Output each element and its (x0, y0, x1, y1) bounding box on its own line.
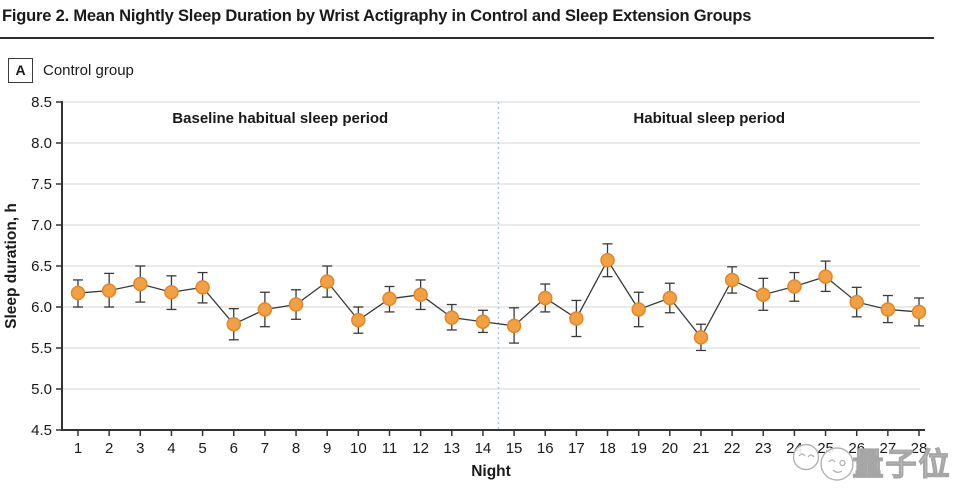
svg-text:27: 27 (880, 440, 897, 457)
watermark-logo: 量子位 (792, 443, 952, 483)
svg-text:7: 7 (261, 440, 269, 457)
y-axis-title: Sleep duration, h (3, 203, 20, 329)
data-point-night-24 (787, 279, 802, 294)
svg-text:7.0: 7.0 (31, 217, 52, 234)
svg-text:28: 28 (911, 440, 928, 457)
svg-text:11: 11 (382, 440, 398, 457)
svg-text:10: 10 (350, 440, 367, 457)
x-axis-title: Night (471, 463, 511, 480)
y-axis-ticks: 4.5 5.0 5.5 6.0 6.5 7.0 7.5 8.0 8.5 (31, 94, 62, 439)
watermark-text: 量子位 (853, 447, 952, 482)
svg-text:26: 26 (848, 440, 865, 457)
data-point-night-3 (133, 276, 148, 292)
panel-header: A Control group (8, 58, 134, 84)
data-point-night-11 (382, 291, 397, 307)
data-point-night-9 (319, 274, 335, 289)
svg-text:17: 17 (568, 440, 585, 457)
svg-text:4.5: 4.5 (31, 422, 52, 439)
data-point-night-16 (537, 290, 553, 306)
svg-text:3: 3 (136, 440, 144, 457)
figure-title: Figure 2. Mean Nightly Sleep Duration by… (2, 7, 752, 25)
data-point-night-5 (195, 280, 210, 295)
watermark-mascot-head-icon (820, 447, 854, 481)
svg-text:8: 8 (292, 440, 300, 457)
svg-text:6.0: 6.0 (31, 299, 52, 316)
data-point-night-14 (475, 314, 491, 330)
svg-text:14: 14 (475, 440, 492, 457)
data-point-night-1 (70, 285, 86, 301)
data-point-night-26 (849, 294, 864, 310)
data-point-night-6 (226, 316, 241, 332)
svg-text:15: 15 (506, 440, 523, 457)
svg-text:5.5: 5.5 (31, 340, 52, 357)
region-labels: Baseline habitual sleep period Habitual s… (172, 110, 785, 127)
svg-text:21: 21 (693, 440, 710, 457)
svg-text:7.5: 7.5 (31, 176, 52, 193)
data-point-night-10 (351, 312, 366, 328)
data-point-night-21 (693, 330, 709, 345)
data-point-night-13 (444, 310, 460, 325)
svg-text:4: 4 (167, 440, 175, 457)
svg-text:13: 13 (443, 440, 460, 457)
svg-text:19: 19 (630, 440, 647, 457)
data-point-night-22 (724, 272, 740, 288)
svg-text:5: 5 (198, 440, 206, 457)
svg-text:2: 2 (105, 440, 113, 457)
data-point-night-18 (600, 253, 615, 268)
svg-text:6.5: 6.5 (31, 258, 52, 275)
svg-text:8.5: 8.5 (31, 94, 52, 111)
svg-text:16: 16 (537, 440, 554, 457)
habitual-period-label: Habitual sleep period (633, 110, 785, 127)
baseline-period-label: Baseline habitual sleep period (172, 110, 388, 127)
data-point-night-7 (257, 302, 273, 317)
data-point-night-2 (101, 283, 117, 298)
data-point-night-17 (569, 311, 584, 326)
axis-titles: Night Sleep duration, h (3, 203, 511, 480)
svg-text:1: 1 (74, 440, 82, 457)
gridlines (62, 101, 920, 390)
svg-text:23: 23 (755, 440, 772, 457)
data-points (70, 253, 927, 345)
x-axis-ticks: 1 2 3 4 5 6 7 8 9 10 11 12 13 14 15 16 17 18 19 20 21 22 23 24 2… (74, 430, 928, 457)
svg-text:22: 22 (724, 440, 741, 457)
svg-text:20: 20 (661, 440, 678, 457)
data-point-night-23 (756, 287, 771, 302)
data-point-night-19 (631, 302, 646, 317)
data-point-night-25 (818, 269, 833, 284)
data-point-night-8 (288, 297, 304, 312)
svg-text:9: 9 (323, 440, 331, 457)
data-line (77, 258, 920, 339)
data-point-night-4 (164, 284, 179, 300)
data-point-night-27 (880, 302, 896, 317)
panel-a-badge: A (8, 58, 33, 83)
panel-title: Control group (43, 62, 134, 79)
data-point-night-12 (413, 287, 428, 302)
title-divider (0, 37, 934, 39)
data-point-night-20 (662, 290, 678, 306)
watermark-mascot-bubble-icon (792, 443, 820, 471)
svg-text:6: 6 (230, 440, 238, 457)
svg-text:18: 18 (599, 440, 616, 457)
svg-text:5.0: 5.0 (31, 381, 52, 398)
data-point-night-15 (506, 318, 522, 334)
svg-text:8.0: 8.0 (31, 135, 52, 152)
data-point-night-28 (911, 304, 927, 320)
svg-text:12: 12 (412, 440, 429, 457)
